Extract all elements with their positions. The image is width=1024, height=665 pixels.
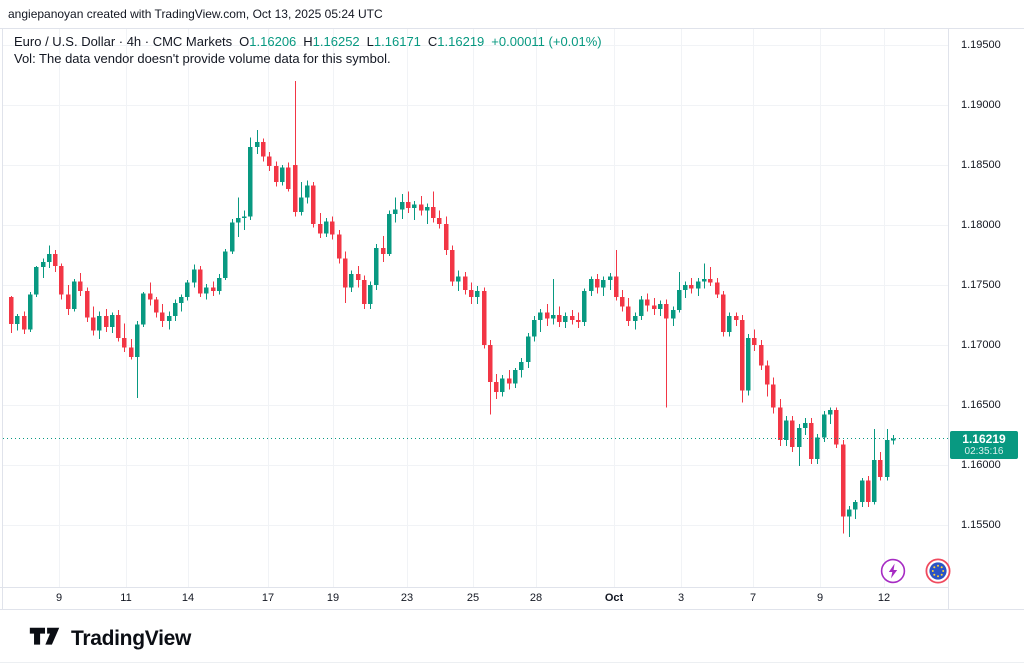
- time-axis-label: 9: [55, 592, 63, 604]
- ohlc-high: H1.16252: [303, 34, 360, 49]
- time-axis-label: 9: [816, 592, 824, 604]
- time-scale[interactable]: 9 11 14 17 19 23 25 28 Oct 3 7 9 12: [0, 587, 948, 609]
- tradingview-logo[interactable]: TradingView: [28, 626, 191, 652]
- tradingview-logo-mark-icon: [28, 626, 62, 652]
- time-axis-label: 17: [261, 592, 275, 604]
- last-price-value: 1.16219: [962, 431, 1006, 446]
- attribution-text: angiepanoyan created with TradingView.co…: [8, 7, 383, 21]
- ohlc-open: O1.16206: [239, 34, 297, 49]
- price-axis-label: 1.17500: [961, 279, 1001, 291]
- price-axis-label: 1.19500: [961, 39, 1001, 51]
- change-value: +0.00011 (+0.01%): [491, 34, 602, 49]
- volume-notice: Vol: The data vendor doesn't provide vol…: [14, 51, 391, 66]
- price-axis-label: 1.17000: [961, 339, 1001, 351]
- time-axis-label: 25: [466, 592, 480, 604]
- price-axis-label: 1.18500: [961, 159, 1001, 171]
- symbol-title: Euro / U.S. Dollar · 4h · CMC Markets: [14, 34, 233, 49]
- time-axis-label: 3: [677, 592, 685, 604]
- time-axis-label: 11: [120, 592, 132, 604]
- price-axis-label: 1.18000: [961, 219, 1001, 231]
- time-axis-label: 19: [326, 592, 340, 604]
- bar-countdown: 02:35:16: [964, 445, 1004, 457]
- tradingview-logo-text: TradingView: [71, 627, 192, 650]
- footer-bar: TradingView: [0, 610, 1024, 663]
- time-axis-label: 23: [400, 592, 414, 604]
- eu-flag-event-icon[interactable]: [925, 558, 951, 584]
- price-axis-label: 1.15500: [961, 519, 1001, 531]
- price-scale[interactable]: 1.19500 1.19000 1.18500 1.18000 1.17500 1.170…: [948, 28, 1024, 610]
- time-axis-label: 7: [749, 592, 757, 604]
- time-axis-label: 28: [529, 592, 543, 604]
- chart-canvas[interactable]: [0, 0, 1024, 612]
- ohlc-low: L1.16171: [366, 34, 421, 49]
- time-axis-label: 12: [877, 592, 891, 604]
- price-axis-label: 1.16000: [961, 459, 1001, 471]
- time-axis-label: Oct: [604, 592, 624, 604]
- price-axis-label: 1.16500: [961, 399, 1001, 411]
- legend-symbol-row: Euro / U.S. Dollar · 4h · CMC Markets O1.…: [14, 34, 602, 50]
- ohlc-close: C1.16219: [427, 34, 485, 49]
- price-axis-label: 1.19000: [961, 99, 1001, 111]
- time-axis-label: 14: [181, 592, 195, 604]
- last-price-label[interactable]: 1.16219 02:35:16: [950, 430, 1018, 459]
- flash-event-icon[interactable]: [880, 558, 906, 584]
- legend: Euro / U.S. Dollar · 4h · CMC Markets O1.…: [14, 34, 602, 67]
